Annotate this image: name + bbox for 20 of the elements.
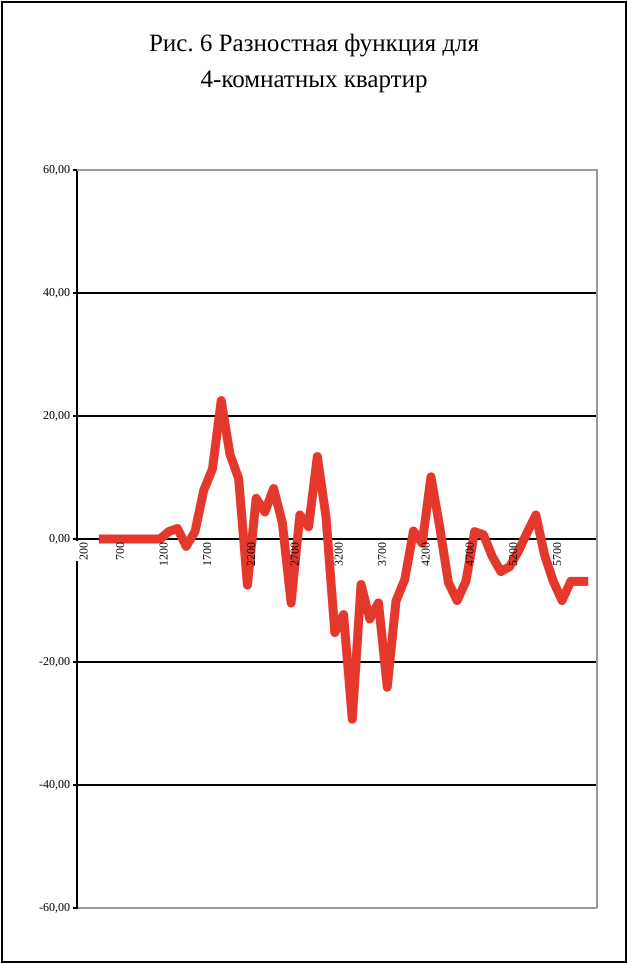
x-tick-label: 2200	[244, 542, 258, 566]
x-tick-label: 5200	[506, 542, 520, 566]
x-tick-label: 1200	[156, 542, 171, 566]
y-tick-label: 40,00	[43, 285, 70, 300]
y-tick-label: 0,00	[49, 531, 70, 546]
chart-title: Рис. 6 Разностная функция для 4-комнатных квартир	[148, 29, 480, 95]
y-tick-label: -60,00	[39, 900, 70, 914]
y-tick-label: -20,00	[39, 654, 70, 668]
y-tick-label: -40,00	[39, 777, 70, 792]
x-tick-label: 3200	[331, 542, 346, 566]
x-tick-label: 2700	[288, 542, 302, 566]
x-tick-label: 4700	[462, 542, 476, 566]
x-tick-label: 4200	[418, 542, 433, 566]
x-tick-label: 200	[76, 542, 90, 560]
x-tick-label: 700	[112, 542, 127, 560]
y-tick-label: 60,00	[43, 162, 70, 176]
x-tick-label: 1700	[200, 542, 214, 566]
x-tick-label: 5700	[550, 542, 564, 566]
x-tick-label: 3700	[375, 542, 390, 566]
y-tick-label: 20,00	[43, 408, 70, 422]
